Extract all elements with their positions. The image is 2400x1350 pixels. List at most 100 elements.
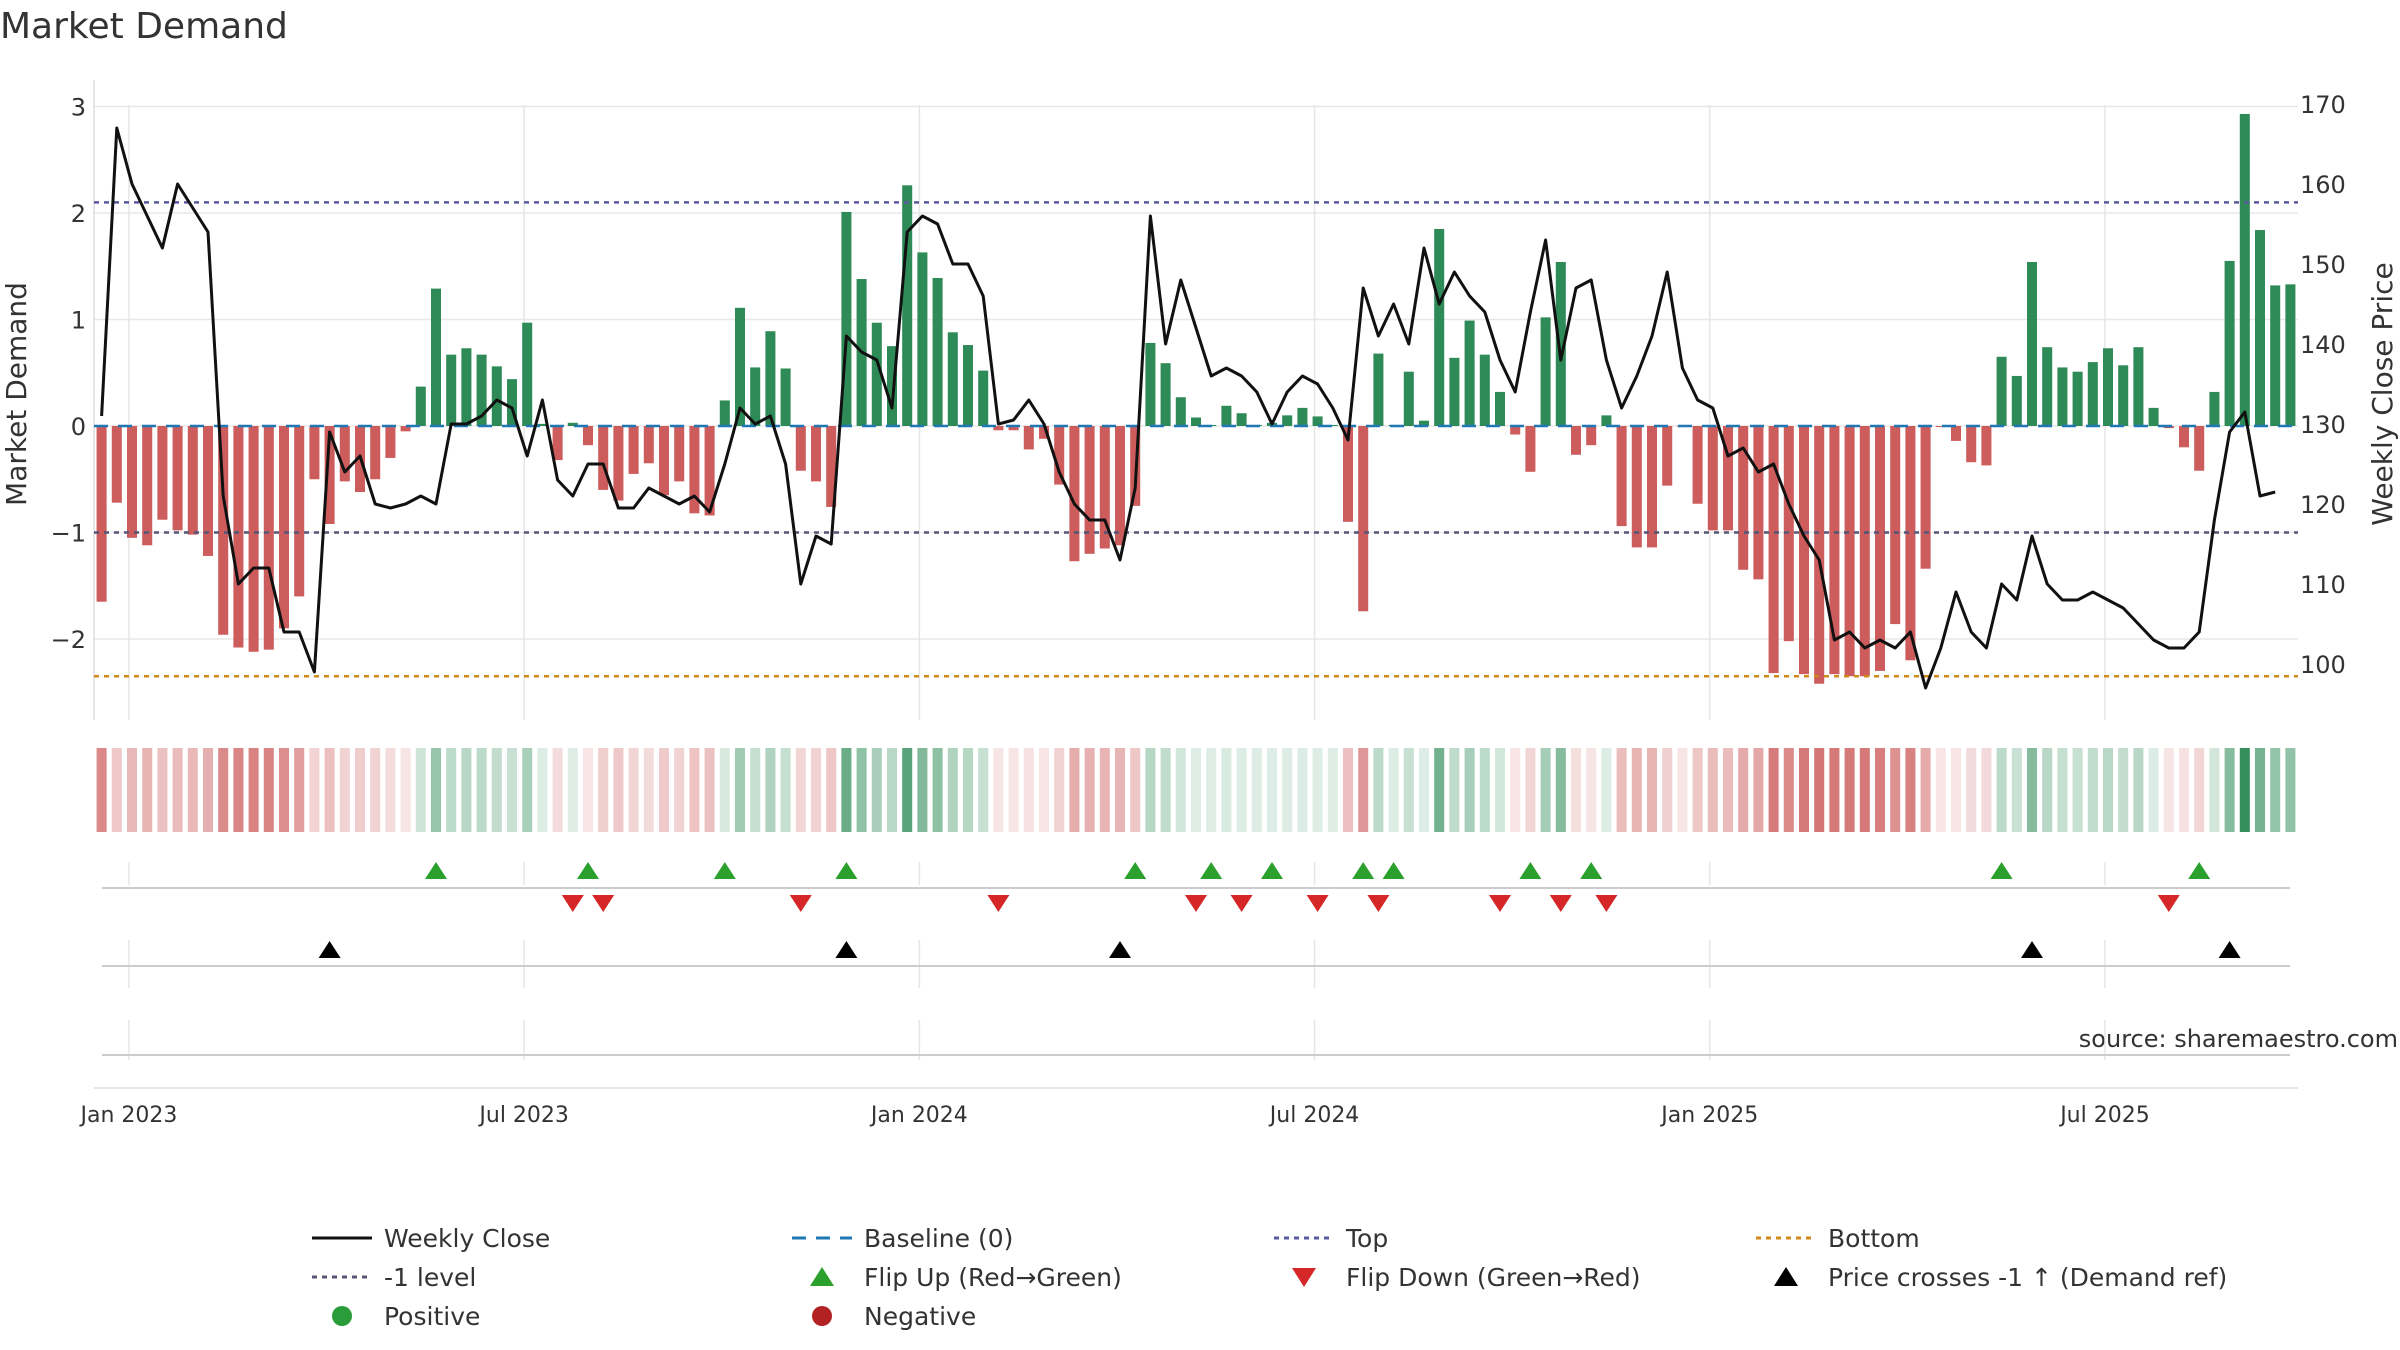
y2-tick-label: 170 [2300, 91, 2346, 119]
strip-cell [1525, 748, 1536, 832]
demand-bar-negative [1753, 426, 1764, 580]
demand-bar-positive [1175, 397, 1186, 426]
demand-bar-positive [1540, 317, 1551, 426]
strip-cell [1510, 748, 1521, 832]
demand-bar-positive [567, 422, 578, 426]
strip-cell [780, 748, 791, 832]
strip-cell [1707, 748, 1718, 832]
legend-label: Bottom [1828, 1224, 1920, 1253]
y-tick-label: 1 [71, 307, 86, 335]
demand-bar-positive [1236, 413, 1247, 426]
demand-bar-negative [795, 426, 806, 471]
strip-cell [689, 748, 700, 832]
strip-cell [233, 748, 244, 832]
flip-down-marker [592, 895, 615, 912]
demand-bar-positive [461, 348, 472, 426]
x-tick-label: Jan 2025 [1659, 1103, 1758, 1128]
flip-down-marker [561, 895, 584, 912]
strip-cell [567, 748, 578, 832]
demand-bar-negative [689, 426, 700, 514]
demand-bar-negative [294, 426, 305, 597]
demand-bar-negative [1616, 426, 1627, 527]
price-cross-marker [318, 941, 341, 958]
demand-bar-positive [1464, 320, 1475, 426]
demand-bar-positive [506, 379, 518, 426]
demand-bar-negative [1099, 426, 1110, 549]
strip-cell [1494, 748, 1506, 832]
demand-bar-negative [263, 426, 274, 650]
legend-label: Positive [384, 1302, 480, 1331]
strip-cell [1981, 748, 1992, 832]
flip-down-marker [1230, 895, 1253, 912]
strip-cell [1874, 748, 1886, 832]
strip-cell [613, 748, 624, 832]
strip-cell [1722, 748, 1734, 832]
strip-cell [1434, 748, 1445, 832]
demand-bar-positive [2057, 367, 2068, 426]
legend-label: Negative [864, 1302, 976, 1331]
demand-bar-positive [917, 252, 928, 426]
strip-cell [1768, 748, 1779, 832]
demand-bar-negative [1525, 426, 1536, 472]
legend-label: Flip Down (Green→Red) [1346, 1263, 1641, 1292]
flip-down-marker [1306, 895, 1329, 912]
strip-cell [1677, 748, 1688, 832]
demand-bar-positive [2285, 284, 2296, 426]
demand-bar-positive [962, 345, 974, 426]
demand-bar-negative [157, 426, 168, 520]
strip-cell [598, 748, 609, 832]
demand-bar-negative [1950, 426, 1962, 441]
strip-cell [552, 748, 563, 832]
demand-bar-positive [1555, 261, 1566, 426]
strip-cell [1966, 748, 1977, 832]
strip-cell [1312, 748, 1323, 832]
demand-bar-negative [1662, 426, 1673, 486]
strip-cell [1266, 748, 1278, 832]
demand-bar-negative [172, 426, 183, 531]
strip-cell [1479, 748, 1490, 832]
strip-cell [765, 748, 776, 832]
price-cross-marker [835, 941, 858, 958]
strip-cell [1829, 748, 1840, 832]
flip-up-marker [1580, 862, 1603, 879]
y2-tick-label: 110 [2300, 571, 2346, 599]
demand-bar-positive [446, 354, 457, 426]
strip-cell [1890, 748, 1901, 832]
demand-bar-negative [1859, 426, 1870, 677]
strip-cell [263, 748, 274, 832]
demand-bar-negative [1646, 426, 1658, 548]
demand-bar-negative [658, 426, 670, 496]
demand-bar-negative [598, 426, 609, 490]
demand-bar-negative [126, 426, 138, 538]
demand-bar-negative [1342, 426, 1354, 522]
demand-bar-negative [1829, 426, 1840, 675]
strip-cell [1373, 748, 1384, 832]
strip-cell [1859, 748, 1870, 832]
demand-bar-negative [400, 426, 411, 432]
demand-bar-negative [1814, 426, 1825, 684]
strip-cell [1844, 748, 1855, 832]
demand-bar-positive [522, 322, 533, 426]
flip-markers [102, 862, 2290, 1056]
price-cross-marker [2021, 941, 2043, 958]
demand-bar-negative [2194, 426, 2205, 471]
strip-cell [2285, 748, 2296, 832]
demand-bar-positive [1996, 356, 2007, 426]
demand-bar-negative [1358, 426, 1369, 612]
strip-cell [2042, 748, 2053, 832]
demand-bar-positive [886, 346, 898, 426]
legend-label: Top [1345, 1224, 1388, 1253]
strip-cell [1038, 748, 1050, 832]
demand-bar-positive [719, 400, 730, 426]
strip-cell [871, 748, 882, 832]
strip-cell [339, 748, 350, 832]
triangle-down-red-icon [1292, 1268, 1316, 1287]
demand-bar-positive [2239, 113, 2250, 426]
strip-cell [1814, 748, 1825, 832]
flip-down-marker [789, 895, 812, 912]
strip-cell [1388, 748, 1399, 832]
strip-cell [1358, 748, 1369, 832]
strip-cell [1342, 748, 1354, 832]
strip-cell [1221, 748, 1232, 832]
